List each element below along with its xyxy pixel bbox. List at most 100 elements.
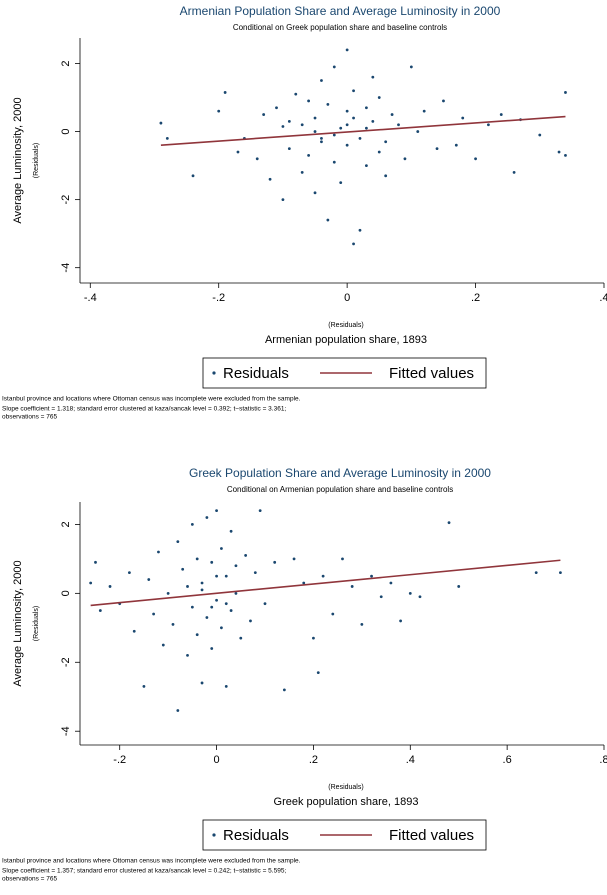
scatter-point [205, 516, 209, 519]
y-tick-label: 0 [60, 129, 72, 135]
scatter-point [215, 598, 218, 602]
x-tick-label: .8 [599, 754, 607, 766]
scatter-point [253, 571, 257, 575]
scatter-point [127, 571, 131, 575]
scatter-point [339, 126, 343, 130]
scatter-point [352, 89, 355, 93]
scatter-point [275, 106, 278, 110]
scatter-point [108, 585, 112, 588]
scatter-point [282, 688, 286, 692]
scatter-point [370, 574, 373, 578]
scatter-point [307, 99, 311, 103]
scatter-point [331, 612, 335, 616]
scatter-point [217, 109, 221, 113]
chart-subtitle: Conditional on Armenian population share… [227, 485, 453, 494]
scatter-point [313, 116, 317, 120]
scatter-point [487, 123, 490, 127]
scatter-point [416, 130, 420, 133]
scatter-point [345, 109, 349, 113]
scatter-point [442, 99, 445, 103]
note: Slope coefficient = 1.357; standard erro… [2, 868, 286, 875]
scatter-point [200, 681, 204, 685]
scatter-point [171, 622, 175, 626]
scatter-point [190, 605, 194, 609]
scatter-point [186, 585, 189, 588]
y-axis-label: Average Luminosity, 2000 [12, 560, 24, 686]
scatter-point [147, 578, 151, 581]
scatter-point [332, 160, 336, 164]
scatter-point [236, 150, 240, 154]
x-axis-note: (Residuals) [328, 784, 363, 791]
scatter-point [345, 48, 349, 52]
scatter-point [249, 619, 252, 623]
scatter-point [152, 612, 156, 616]
scatter-point [447, 521, 451, 525]
scatter-point [234, 591, 238, 595]
scatter-point [234, 564, 238, 568]
y-tick-label: 2 [60, 521, 72, 527]
fitted-line [160, 115, 566, 146]
scatter-point [564, 91, 567, 94]
y-tick-label: 2 [60, 60, 72, 66]
x-axis-label: Armenian population share, 1893 [265, 334, 427, 346]
scatter-point [302, 581, 306, 585]
x-tick-label: .2 [471, 292, 480, 304]
scatter-point [379, 595, 383, 599]
scatter-point [98, 609, 102, 612]
scatter-point [350, 585, 354, 588]
scatter-point [422, 109, 426, 113]
x-tick-label: .4 [599, 292, 607, 304]
scatter-point [332, 133, 336, 137]
note: Istanbul province and locations where Ot… [2, 396, 301, 403]
scatter-point [534, 571, 538, 575]
scatter-point [94, 560, 97, 564]
chart-title: Armenian Population Share and Average Lu… [180, 4, 501, 18]
scatter-point [461, 116, 465, 120]
scatter-point [239, 636, 243, 640]
x-tick-label: .2 [309, 754, 318, 766]
legend-label: Fitted values [389, 365, 474, 382]
scatter-point [409, 65, 413, 69]
scatter-point [161, 643, 165, 647]
scatter-point [313, 130, 317, 133]
scatter-point [210, 560, 214, 564]
scatter-point [365, 164, 368, 168]
scatter-point [191, 174, 195, 178]
scatter-point [499, 113, 503, 116]
scatter-point [166, 591, 170, 595]
scatter-point [200, 588, 204, 592]
x-axis-note: (Residuals) [328, 322, 363, 329]
note: Istanbul province and locations where Ot… [2, 858, 301, 865]
scatter-point [181, 567, 185, 571]
scatter-point [229, 609, 233, 612]
scatter-point [345, 123, 349, 127]
scatter-point [307, 153, 311, 157]
x-tick-label: -.2 [212, 292, 225, 304]
scatter-point [223, 91, 227, 94]
chart-title: Greek Population Share and Average Lumin… [189, 466, 491, 480]
x-tick-label: 0 [214, 754, 220, 766]
x-tick-label: 0 [344, 292, 350, 304]
scatter-point [559, 571, 562, 575]
scatter-point [205, 616, 209, 619]
scatter-point [224, 685, 228, 688]
scatter-point [292, 557, 296, 561]
scatter-point [320, 140, 323, 144]
scatter-point [557, 150, 561, 154]
legend-label: Residuals [223, 827, 289, 844]
scatter-point [220, 547, 223, 550]
scatter-point [403, 157, 407, 161]
scatter-point [220, 626, 223, 630]
y-tick-label: -4 [60, 726, 72, 736]
y-tick-label: -2 [60, 195, 72, 205]
scatter-point [313, 191, 317, 195]
scatter-point [365, 106, 368, 110]
legend-label: Fitted values [389, 827, 474, 844]
scatter-point [176, 540, 180, 544]
scatter-point [229, 529, 233, 533]
scatter-point [358, 136, 362, 140]
scatter-point [300, 171, 304, 174]
scatter-point [320, 79, 323, 82]
